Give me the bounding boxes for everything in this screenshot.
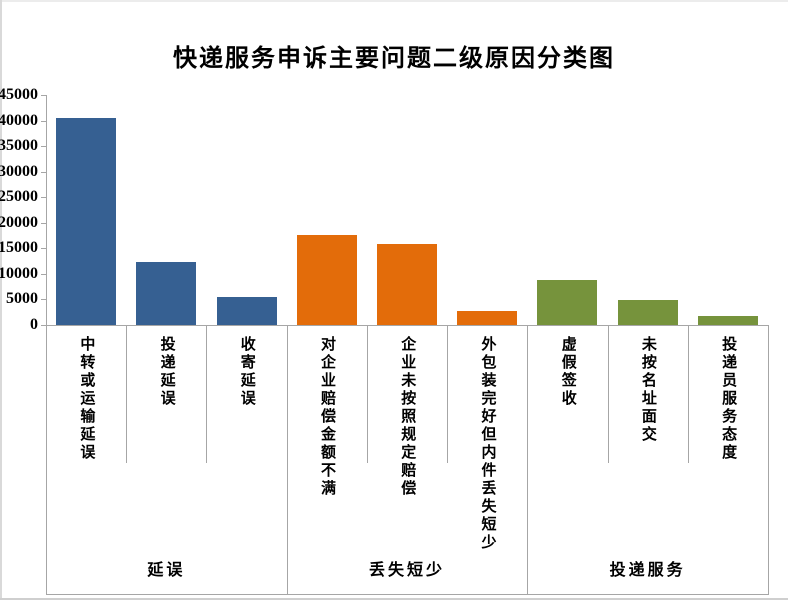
y-axis-tick xyxy=(41,95,46,96)
y-axis-tick xyxy=(41,197,46,199)
y-axis-tick-label: 25000 xyxy=(0,188,38,206)
y-axis-tick xyxy=(41,325,46,326)
category-label: 未按名址面交 xyxy=(639,336,656,444)
y-axis-tick-label: 10000 xyxy=(0,264,38,282)
category-label: 对企业赔偿金额不满 xyxy=(319,336,336,498)
category-label: 企业未按照规定赔偿 xyxy=(399,336,416,498)
category-label-cell: 收寄延误 xyxy=(206,336,286,576)
y-axis-tick-label: 5000 xyxy=(6,290,38,308)
category-label-cell: 投递员服务态度 xyxy=(688,336,768,576)
y-axis-tick xyxy=(41,120,46,122)
y-axis-tick xyxy=(41,273,46,275)
category-label-cell: 外包装完好但内件丢失短少 xyxy=(447,336,527,576)
category-label: 中转或运输延误 xyxy=(78,336,95,462)
y-axis-tick-label: 20000 xyxy=(0,213,38,231)
group-divider xyxy=(287,325,288,594)
category-label-cell: 投递延误 xyxy=(126,336,206,576)
bar xyxy=(136,262,197,325)
category-divider xyxy=(447,325,448,463)
y-axis-tick-label: 40000 xyxy=(0,111,38,129)
bar xyxy=(216,297,277,325)
category-label: 投递延误 xyxy=(158,336,175,408)
y-axis-line xyxy=(46,95,47,594)
category-label-cell: 中转或运输延误 xyxy=(46,336,126,576)
x-axis-line xyxy=(46,325,768,326)
screen-bottom-edge xyxy=(0,598,788,600)
category-label-cell: 虚假签收 xyxy=(527,336,607,576)
y-axis-tick-label: 0 xyxy=(30,316,38,333)
category-area-bottom-line xyxy=(46,594,769,595)
category-divider xyxy=(367,325,368,463)
category-label: 外包装完好但内件丢失短少 xyxy=(479,336,496,552)
y-axis-tick-label: 45000 xyxy=(0,86,38,103)
category-label: 虚假签收 xyxy=(559,336,576,408)
y-axis-tick xyxy=(41,299,46,301)
bar xyxy=(457,311,518,325)
screen-top-edge xyxy=(0,0,788,2)
bar xyxy=(697,316,758,325)
bar xyxy=(377,244,437,325)
bar xyxy=(617,300,678,325)
y-axis-tick-label: 35000 xyxy=(0,137,38,155)
category-label: 投递员服务态度 xyxy=(720,336,737,462)
y-axis-tick-label: 30000 xyxy=(0,162,38,180)
category-area-right-line xyxy=(768,325,769,594)
group-label: 延误 xyxy=(147,562,186,579)
screen-left-edge xyxy=(0,0,2,600)
group-divider xyxy=(527,325,528,594)
category-divider xyxy=(126,325,127,463)
category-label-cell: 企业未按照规定赔偿 xyxy=(367,336,447,576)
y-axis-tick xyxy=(41,222,46,224)
category-label-cell: 未按名址面交 xyxy=(608,336,688,576)
bar xyxy=(537,280,598,325)
bar xyxy=(296,235,357,325)
y-axis-tick xyxy=(41,248,46,250)
bar xyxy=(56,118,117,325)
category-divider xyxy=(688,325,689,463)
category-label-cell: 对企业赔偿金额不满 xyxy=(287,336,367,576)
category-label: 收寄延误 xyxy=(238,336,255,408)
group-label: 丢失短少 xyxy=(368,562,445,579)
category-divider xyxy=(206,325,207,463)
y-axis-tick xyxy=(41,171,46,173)
y-axis-tick xyxy=(41,146,46,148)
y-axis-tick-label: 15000 xyxy=(0,239,38,257)
chart-title: 快递服务申诉主要问题二级原因分类图 xyxy=(173,46,615,72)
group-label: 投递服务 xyxy=(609,562,686,579)
category-divider xyxy=(608,325,609,463)
